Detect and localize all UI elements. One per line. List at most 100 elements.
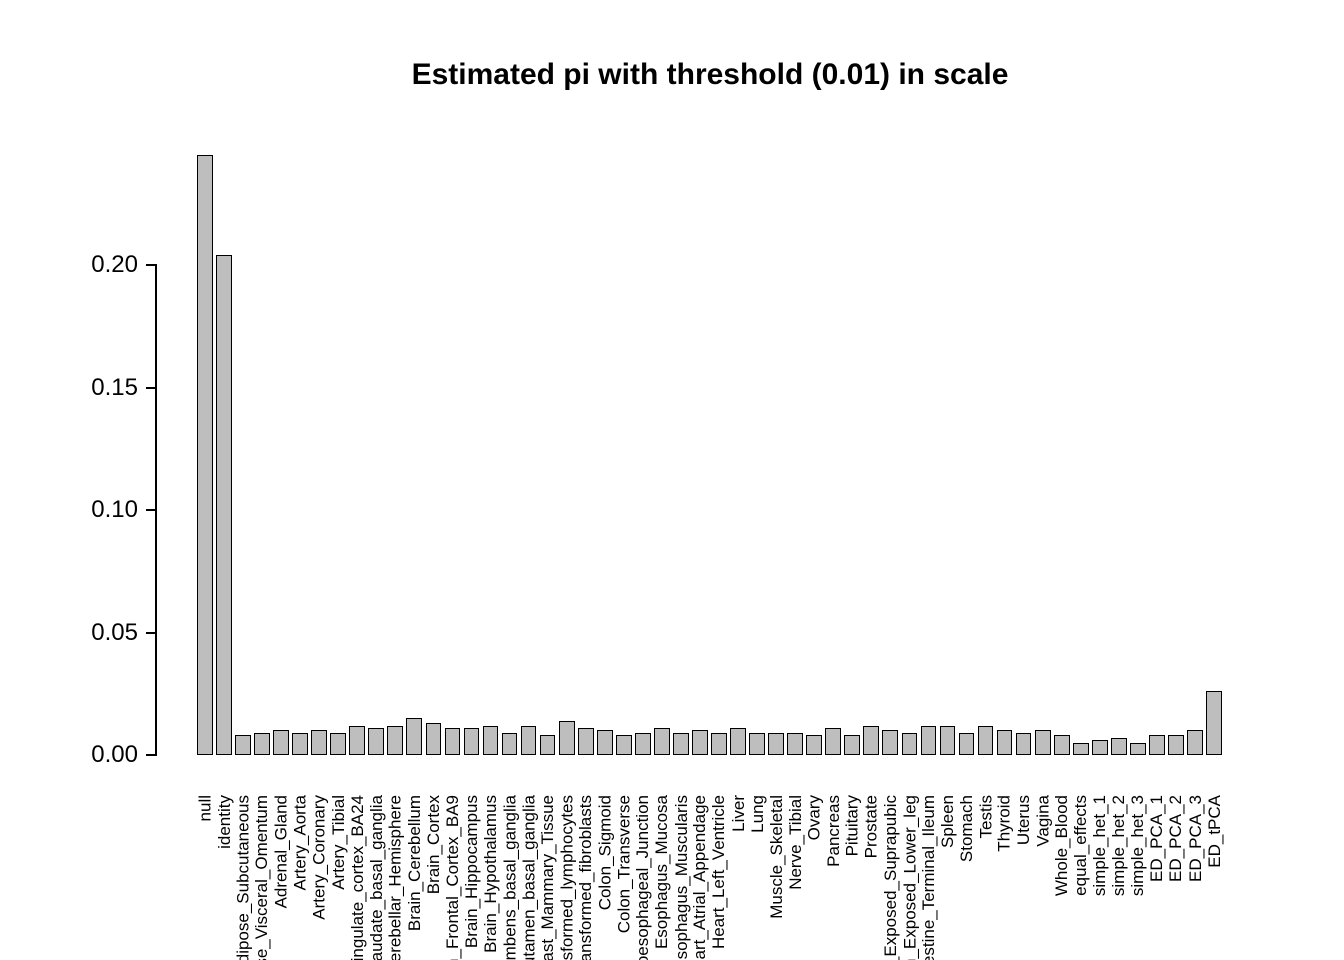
- x-axis-tick-label: Muscle_Skeletal: [766, 795, 786, 919]
- bar-Esophagus_Mucosa: [654, 728, 670, 755]
- bar-Brain_Frontal_Cortex_BA9: [444, 728, 461, 755]
- bar-ED_PCA_2: [1168, 735, 1184, 755]
- bar-Cells_EBV-transformed_lymphocytes: [558, 721, 575, 755]
- bar-identity: [216, 255, 232, 755]
- x-axis-tick-label: Small_Intestine_Terminal_Ileum: [918, 795, 938, 960]
- x-axis-tick-label: null: [195, 795, 215, 822]
- x-axis-tick-label: Thyroid: [995, 795, 1015, 852]
- x-axis-tick-label: Brain_Anterior_cingulate_cortex_BA24: [347, 795, 367, 960]
- bar-Adrenal_Gland: [273, 730, 289, 755]
- x-axis-tick-label: Testis: [976, 795, 995, 839]
- x-axis-tick-label: Lung: [747, 795, 767, 833]
- bar-Spleen: [939, 726, 956, 755]
- x-axis-tick-label: Esophagus_Gastroesophageal_Junction: [633, 795, 653, 960]
- bar-Muscle_Skeletal: [768, 733, 784, 755]
- bar-Esophagus_Muscularis: [673, 733, 689, 755]
- bar-Colon_Sigmoid: [596, 730, 613, 755]
- bar-Pituitary: [844, 735, 861, 755]
- x-axis-tick-label: Whole_Blood: [1052, 795, 1072, 897]
- bar-simple_het_1: [1091, 740, 1108, 755]
- x-axis-tick-label: Ovary: [804, 795, 824, 841]
- bar-Brain_Nucleus_accumbens_basal_ganglia: [501, 733, 518, 755]
- x-axis-tick-label: Uterus: [1014, 795, 1034, 846]
- bar-Nerve_Tibial: [787, 733, 803, 755]
- y-axis-tick: [146, 631, 155, 634]
- bar-Esophagus_Gastroesophageal_Junction: [634, 733, 651, 755]
- x-axis-tick-label: Esophagus_Muscularis: [671, 795, 691, 960]
- bar-ED_PCA_3: [1187, 730, 1203, 755]
- bar-Cells_Transformed_fibroblasts: [577, 728, 594, 755]
- x-axis-tick-label: Spleen: [938, 795, 957, 848]
- y-axis-tick: [146, 264, 155, 266]
- x-axis-tick-label: Colon_Sigmoid: [595, 795, 615, 911]
- x-axis-tick-label: ED_PCA_1: [1147, 795, 1167, 882]
- bar-Lung: [749, 733, 765, 755]
- x-axis-tick-label: Artery_Tibial: [328, 795, 348, 890]
- bar-Skin_Not_Sun_Exposed_Suprapubic: [882, 730, 899, 755]
- x-axis-tick-label: Liver: [728, 795, 748, 832]
- bar-Brain_Cerebellar_Hemisphere: [387, 726, 404, 755]
- bar-null: [197, 155, 213, 755]
- x-axis-tick-label: Brain_Cerebellum: [404, 795, 424, 932]
- x-axis-tick-label: Prostate: [861, 795, 881, 859]
- x-axis-tick-label: simple_het_1: [1090, 795, 1110, 897]
- bar-Heart_Left_Ventricle: [711, 733, 727, 755]
- x-axis-tick-label: Brain_Hippocampus: [462, 795, 481, 949]
- x-axis-tick-label: Artery_Aorta: [290, 795, 310, 891]
- x-axis-tick-label: Cells_Transformed_fibroblasts: [576, 795, 596, 960]
- y-axis-tick-label: 0.15: [91, 373, 138, 401]
- x-axis-tick-label: Vagina: [1033, 795, 1053, 847]
- chart-title: Estimated pi with threshold (0.01) in sc…: [411, 58, 1009, 91]
- x-axis-tick-label: Adipose_Subcutaneous: [233, 795, 253, 960]
- y-axis-tick: [146, 509, 155, 511]
- x-axis-tick-label: equal_effects: [1071, 795, 1091, 896]
- bar-Artery_Aorta: [292, 733, 308, 755]
- bar-Heart_Atrial_Appendage: [692, 730, 708, 755]
- bar-Skin_Sun_Exposed_Lower_leg: [901, 733, 918, 755]
- bar-Adipose_Subcutaneous: [235, 735, 251, 755]
- x-axis-tick-label: Brain_Hypothalamus: [481, 795, 500, 953]
- y-axis-tick-label: 0.00: [91, 741, 138, 768]
- x-axis-tick-label: Adipose_Visceral_Omentum: [252, 795, 272, 960]
- y-axis-tick-label: 0.20: [91, 251, 138, 278]
- x-axis-tick-label: Skin_Not_Sun_Exposed_Suprapubic: [880, 795, 900, 960]
- bar-Stomach: [958, 733, 975, 755]
- bar-equal_effects: [1072, 743, 1089, 755]
- bar-ED_PCA_1: [1149, 735, 1165, 755]
- bar-Prostate: [863, 726, 880, 755]
- bar-ED_tPCA: [1206, 691, 1222, 755]
- x-axis-tick-label: Colon_Transverse: [614, 795, 634, 934]
- bar-Brain_Cortex: [425, 723, 442, 755]
- y-axis-line: [155, 264, 157, 756]
- bar-Brain_Hypothalamus: [482, 726, 499, 755]
- bar-Vagina: [1034, 730, 1051, 755]
- bar-Brain_Cerebellum: [406, 718, 423, 755]
- x-axis-tick-label: Brain_Cortex: [423, 795, 443, 895]
- y-axis-tick: [146, 754, 155, 756]
- x-axis-tick-label: ED_PCA_3: [1185, 795, 1205, 882]
- bar-Artery_Coronary: [311, 730, 327, 755]
- bar-Brain_Putamen_basal_ganglia: [520, 726, 537, 755]
- bar-Brain_Anterior_cingulate_cortex_BA24: [349, 726, 366, 755]
- bar-Breast_Mammary_Tissue: [539, 735, 556, 755]
- y-axis-tick-label: 0.10: [91, 496, 138, 523]
- bar-Pancreas: [825, 728, 842, 755]
- bar-Small_Intestine_Terminal_Ileum: [920, 726, 937, 755]
- x-axis-tick-label: Cells_EBV-transformed_lymphocytes: [557, 795, 577, 960]
- x-axis-tick-label: Pancreas: [823, 795, 843, 867]
- bar-Thyroid: [996, 730, 1013, 755]
- x-axis-tick-label: Brain_Nucleus_accumbens_basal_ganglia: [500, 795, 519, 960]
- bar-Liver: [730, 728, 746, 755]
- bar-simple_het_2: [1110, 738, 1127, 755]
- x-axis-tick-label: identity: [214, 795, 234, 849]
- x-axis-tick-label: Esophagus_Mucosa: [652, 795, 672, 950]
- bar-Brain_Hippocampus: [463, 728, 480, 755]
- bar-Colon_Transverse: [615, 735, 632, 755]
- x-axis-tick-label: Brain_Caudate_basal_ganglia: [366, 795, 386, 960]
- x-axis-tick-label: Heart_Left_Ventricle: [709, 795, 729, 950]
- x-axis-tick-label: Artery_Coronary: [309, 795, 329, 920]
- x-axis-tick-label: Breast_Mammary_Tissue: [538, 795, 558, 960]
- x-axis-tick-label: Brain_Frontal_Cortex_BA9: [442, 795, 462, 960]
- x-axis-tick-label: Brain_Putamen_basal_ganglia: [519, 795, 539, 960]
